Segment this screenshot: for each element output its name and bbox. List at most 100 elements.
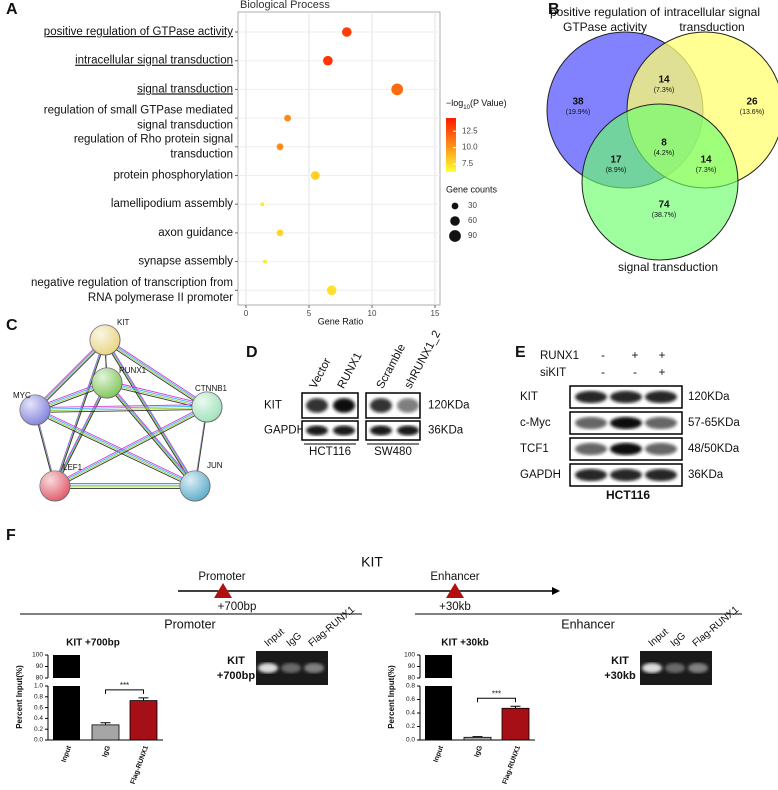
set-label: intracellular signal [664,5,760,19]
node-label: MYC [13,391,31,400]
chart-title: KIT +700bp [66,638,120,649]
size-legend-label: 90 [468,231,477,240]
region-count: 74 [658,200,670,211]
section-header: Enhancer [561,617,615,631]
x-tick-label: Input [61,744,74,763]
y-tick-label: 0.0 [34,737,43,744]
lane-label: IgG [285,630,305,649]
row-label: TCF1 [520,443,549,455]
x-tick-label: IgG [102,744,113,758]
condition-label: siKIT [540,367,566,379]
dot [276,229,284,237]
gel-band [665,663,685,673]
y-tick-label: 80 [408,675,416,682]
dot [323,55,333,66]
size-legend-dot [449,230,461,242]
dot [326,285,337,296]
network-edge [104,338,196,486]
network-edge [34,405,208,410]
row-label: GAPDH [520,469,561,481]
gel-label: +30kb [604,670,636,682]
y-tick-label: 0.6 [34,704,43,711]
network-edge [54,383,108,488]
error-bar [100,722,111,725]
lane-label: IgG [669,630,689,649]
condition-sign: + [659,367,666,379]
region-percent: (8.9%) [606,167,627,174]
y-tick-label: 1.0 [34,683,43,690]
panel-label: D [246,344,258,361]
lane-label: Input [263,626,287,649]
network-edge [104,337,208,405]
site-position: +700bp [218,601,257,613]
y-tick-label: signal transduction [137,120,233,132]
cell-line-label: HCT116 [606,488,650,502]
network-edge [104,340,208,409]
dot [262,259,267,264]
gel-label: KIT [611,655,629,667]
network-edge [54,409,208,489]
error-bar [138,697,149,701]
network-edge [34,404,208,409]
y-tick-label: 80 [36,675,44,682]
y-tick-label: regulation of small GTPase mediated [44,105,233,117]
significance: *** [120,681,129,690]
region-count: 14 [700,155,712,166]
region-count: 8 [661,138,667,149]
significance-bracket [105,689,144,694]
y-axis-label: Percent Input(%) [15,665,24,729]
lane-label: Flag-RUNX1 [307,604,358,649]
network-edge [104,338,208,407]
blot-band [645,390,677,404]
region-count: 17 [610,155,622,166]
network-edge [34,408,196,486]
node-shine [20,395,50,425]
size-legend-dot [450,216,460,226]
blot-band [645,468,677,482]
size-legend-label: 30 [468,201,477,210]
blot-band [397,398,419,413]
network-edge [54,381,108,486]
site-name: Enhancer [430,571,479,583]
region-count: 14 [658,75,670,86]
network-edge [106,384,208,410]
lane-label: RUNX1 [336,351,365,391]
blot-band [575,416,607,430]
network-edge [54,380,108,484]
gel-band [258,663,278,673]
gel-label: +700bp [217,670,255,682]
y-tick-label: regulation of Rho protein signal [74,133,233,145]
network-edge [54,404,208,484]
cell-line-label: HCT116 [309,446,351,458]
blot-band [333,425,355,436]
y-tick-label: 0.2 [406,723,415,730]
y-tick-label: 100 [32,652,43,659]
y-tick-label: 0.0 [406,737,415,744]
blot-band [306,425,328,436]
blot-band [306,398,328,413]
network-edge [104,342,196,489]
size-label: 120KDa [428,400,470,412]
blot-band [575,468,607,482]
chart-title: Biological Process [240,0,330,11]
node-shine [192,392,222,422]
size-legend-label: 60 [468,216,477,225]
bar [53,655,80,678]
blot-band [610,390,642,404]
lane-label: Flag-RUNX1 [691,604,742,649]
panel-label: F [6,527,16,544]
node-label: JUN [207,461,223,470]
y-tick-label: signal transduction [137,83,233,95]
condition-label: RUNX1 [540,350,579,362]
venn-circle [581,103,739,261]
y-tick-label: 0.8 [34,694,43,701]
content: A B C D E F Biological Process 0 5 10 15 Gene Ratio… [6,0,778,785]
y-tick-label: 0.2 [34,726,43,733]
cell-line-label: SW480 [374,446,412,458]
network-edge [34,411,196,489]
blot-band [575,390,607,404]
gel-label: KIT [227,655,245,667]
size-label: 120KDa [688,391,730,403]
network-edge [106,380,208,406]
site-marker [214,583,232,598]
